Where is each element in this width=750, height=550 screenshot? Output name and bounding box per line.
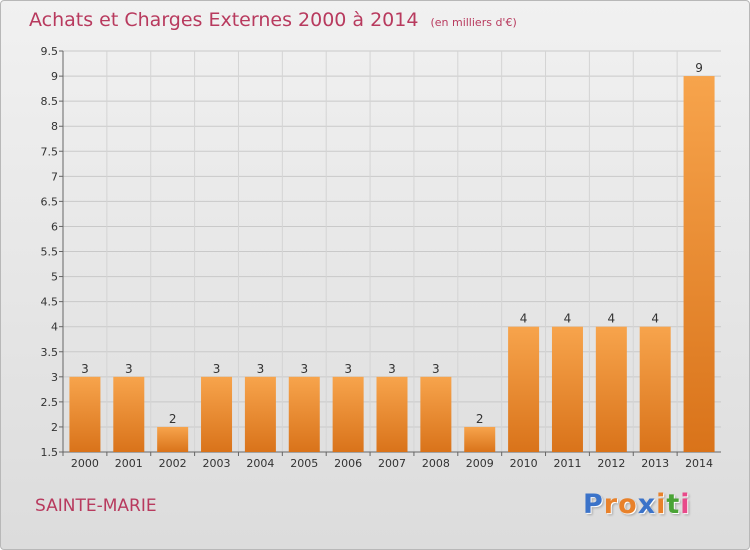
bar-2002 bbox=[157, 426, 189, 452]
data-label-2010: 4 bbox=[520, 312, 528, 326]
data-label-2002: 2 bbox=[169, 412, 177, 426]
bar-2008 bbox=[420, 376, 452, 452]
x-tick-label-2013: 2013 bbox=[641, 457, 669, 470]
location-name: SAINTE-MARIE bbox=[35, 496, 157, 516]
data-label-2014: 9 bbox=[695, 61, 703, 75]
x-tick-label-2011: 2011 bbox=[553, 457, 581, 470]
x-tick-label-2004: 2004 bbox=[246, 457, 274, 470]
y-tick-label: 9.5 bbox=[41, 45, 59, 58]
data-label-2003: 3 bbox=[213, 362, 221, 376]
y-tick-label: 4 bbox=[51, 321, 58, 334]
x-tick-label-2005: 2005 bbox=[290, 457, 318, 470]
y-tick-label: 8 bbox=[51, 120, 58, 133]
data-label-2013: 4 bbox=[651, 312, 659, 326]
logo-letter: x bbox=[637, 489, 657, 520]
data-label-2008: 3 bbox=[432, 362, 440, 376]
bar-2005 bbox=[288, 376, 320, 452]
bars bbox=[69, 76, 715, 452]
y-tick-label: 7.5 bbox=[41, 145, 59, 158]
y-tick-label: 4.5 bbox=[41, 296, 59, 309]
y-tick-label: 9 bbox=[51, 70, 58, 83]
bar-2012 bbox=[595, 326, 627, 452]
y-tick-label: 8.5 bbox=[41, 95, 59, 108]
x-tick-label-2008: 2008 bbox=[422, 457, 450, 470]
proxiti-logo: Proxiti bbox=[583, 489, 691, 520]
data-label-2009: 2 bbox=[476, 412, 484, 426]
logo-letter: i bbox=[656, 489, 667, 520]
x-tick-label-2006: 2006 bbox=[334, 457, 362, 470]
bar-2011 bbox=[551, 326, 583, 452]
x-tick-label-2007: 2007 bbox=[378, 457, 406, 470]
data-label-2012: 4 bbox=[608, 312, 616, 326]
y-tick-label: 5.5 bbox=[41, 246, 59, 259]
bar-2013 bbox=[639, 326, 671, 452]
y-tick-label: 1.5 bbox=[41, 446, 59, 459]
data-label-2004: 3 bbox=[257, 362, 265, 376]
x-tick-label-2002: 2002 bbox=[159, 457, 187, 470]
y-tick-label: 6 bbox=[51, 220, 58, 233]
chart-title-text: Achats et Charges Externes 2000 à 2014 bbox=[29, 9, 419, 31]
logo-letter: i bbox=[680, 489, 691, 520]
chart-title: Achats et Charges Externes 2000 à 2014 (e… bbox=[29, 9, 517, 31]
x-tick-label-2012: 2012 bbox=[597, 457, 625, 470]
bar-2007 bbox=[376, 376, 408, 452]
logo-letter: P bbox=[583, 489, 604, 520]
y-tick-label: 2 bbox=[51, 421, 58, 434]
logo-letter: r bbox=[603, 489, 619, 520]
data-label-2011: 4 bbox=[564, 312, 572, 326]
x-tick-label-2010: 2010 bbox=[510, 457, 538, 470]
data-label-2001: 3 bbox=[125, 362, 133, 376]
y-tick-label: 2.5 bbox=[41, 396, 59, 409]
data-label-2007: 3 bbox=[388, 362, 396, 376]
logo-letter: t bbox=[666, 489, 681, 520]
x-tick-label-2009: 2009 bbox=[466, 457, 494, 470]
bar-2003 bbox=[201, 376, 233, 452]
y-tick-label: 3.5 bbox=[41, 346, 59, 359]
data-label-2000: 3 bbox=[81, 362, 89, 376]
y-tick-label: 6.5 bbox=[41, 195, 59, 208]
bar-2004 bbox=[244, 376, 276, 452]
bar-2001 bbox=[113, 376, 145, 452]
y-tick-label: 5 bbox=[51, 271, 58, 284]
bar-2014 bbox=[683, 76, 715, 452]
x-tick-label-2014: 2014 bbox=[685, 457, 713, 470]
x-tick-label-2001: 2001 bbox=[115, 457, 143, 470]
x-tick-label-2000: 2000 bbox=[71, 457, 99, 470]
y-tick-label: 3 bbox=[51, 371, 58, 384]
bar-2009 bbox=[464, 426, 496, 452]
bar-2010 bbox=[508, 326, 540, 452]
chart-unit: (en milliers d'€) bbox=[430, 16, 517, 29]
y-tick-label: 7 bbox=[51, 170, 58, 183]
bar-2006 bbox=[332, 376, 364, 452]
bar-2000 bbox=[69, 376, 101, 452]
data-label-2005: 3 bbox=[300, 362, 308, 376]
logo-letter: o bbox=[618, 489, 638, 520]
data-label-2006: 3 bbox=[344, 362, 352, 376]
labels: 3 2000 3 2001 2 2002 3 2003 3 2004 3 2005 3 2006 3 2007… bbox=[71, 61, 713, 470]
x-tick-label-2003: 2003 bbox=[203, 457, 231, 470]
